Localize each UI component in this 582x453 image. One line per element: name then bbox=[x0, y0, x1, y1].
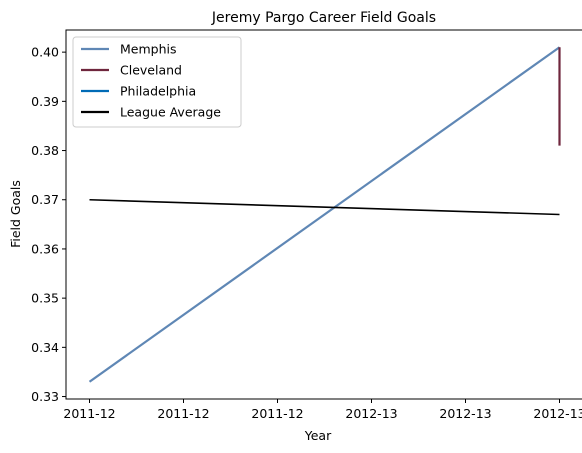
y-tick-label: 0.39 bbox=[31, 94, 59, 109]
legend-label-philadelphia: Philadelphia bbox=[120, 84, 196, 99]
y-axis: 0.33 0.34 0.35 0.36 0.37 0.38 0.39 0.40 bbox=[31, 45, 66, 404]
y-tick-label: 0.40 bbox=[31, 45, 59, 60]
y-tick-label: 0.34 bbox=[31, 340, 59, 355]
y-tick-label: 0.35 bbox=[31, 291, 59, 306]
plot-lines bbox=[88, 46, 561, 383]
y-tick-label: 0.33 bbox=[31, 389, 59, 404]
legend-label-league-average: League Average bbox=[120, 105, 221, 120]
y-tick-label: 0.38 bbox=[31, 143, 59, 158]
series-line-memphis bbox=[88, 46, 561, 383]
y-tick-label: 0.36 bbox=[31, 241, 59, 256]
series-line-league-average bbox=[89, 198, 560, 216]
x-tick-label: 2011-12 bbox=[157, 406, 209, 421]
legend-box bbox=[72, 36, 242, 128]
x-tick-label: 2011-12 bbox=[63, 406, 115, 421]
y-axis-label: Field Goals bbox=[8, 180, 23, 248]
x-tick-label: 2011-12 bbox=[251, 406, 303, 421]
x-tick-label: 2012-13 bbox=[345, 406, 397, 421]
y-tick-label: 0.37 bbox=[31, 192, 59, 207]
legend-label-cleveland: Cleveland bbox=[120, 63, 182, 78]
plot-frame bbox=[65, 29, 582, 400]
legend: Memphis Cleveland Philadelphia League Avera… bbox=[72, 36, 242, 128]
chart-title: Jeremy Pargo Career Field Goals bbox=[211, 10, 436, 26]
x-axis-label: Year bbox=[304, 428, 332, 443]
legend-label-memphis: Memphis bbox=[120, 42, 177, 57]
x-axis: 2011-12 2011-12 2011-12 2012-13 2012-13 2012-… bbox=[63, 399, 582, 421]
x-tick-label: 2012-13 bbox=[439, 406, 491, 421]
x-tick-label: 2012-13 bbox=[533, 406, 582, 421]
